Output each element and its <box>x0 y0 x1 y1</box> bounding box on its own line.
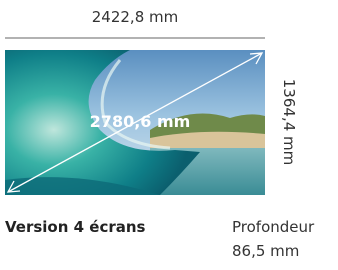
dimension-diagram: 2422,8 mm 2780,6 mm 1364,4 mm Version 4 … <box>0 0 338 270</box>
height-label: 1364,4 mm <box>280 79 298 165</box>
depth-value: 86,5 mm <box>232 242 299 260</box>
width-label: 2422,8 mm <box>92 8 178 26</box>
product-name: Version 4 écrans <box>5 218 146 236</box>
diagonal-label: 2780,6 mm <box>90 112 191 131</box>
depth-label: Profondeur <box>232 218 315 236</box>
